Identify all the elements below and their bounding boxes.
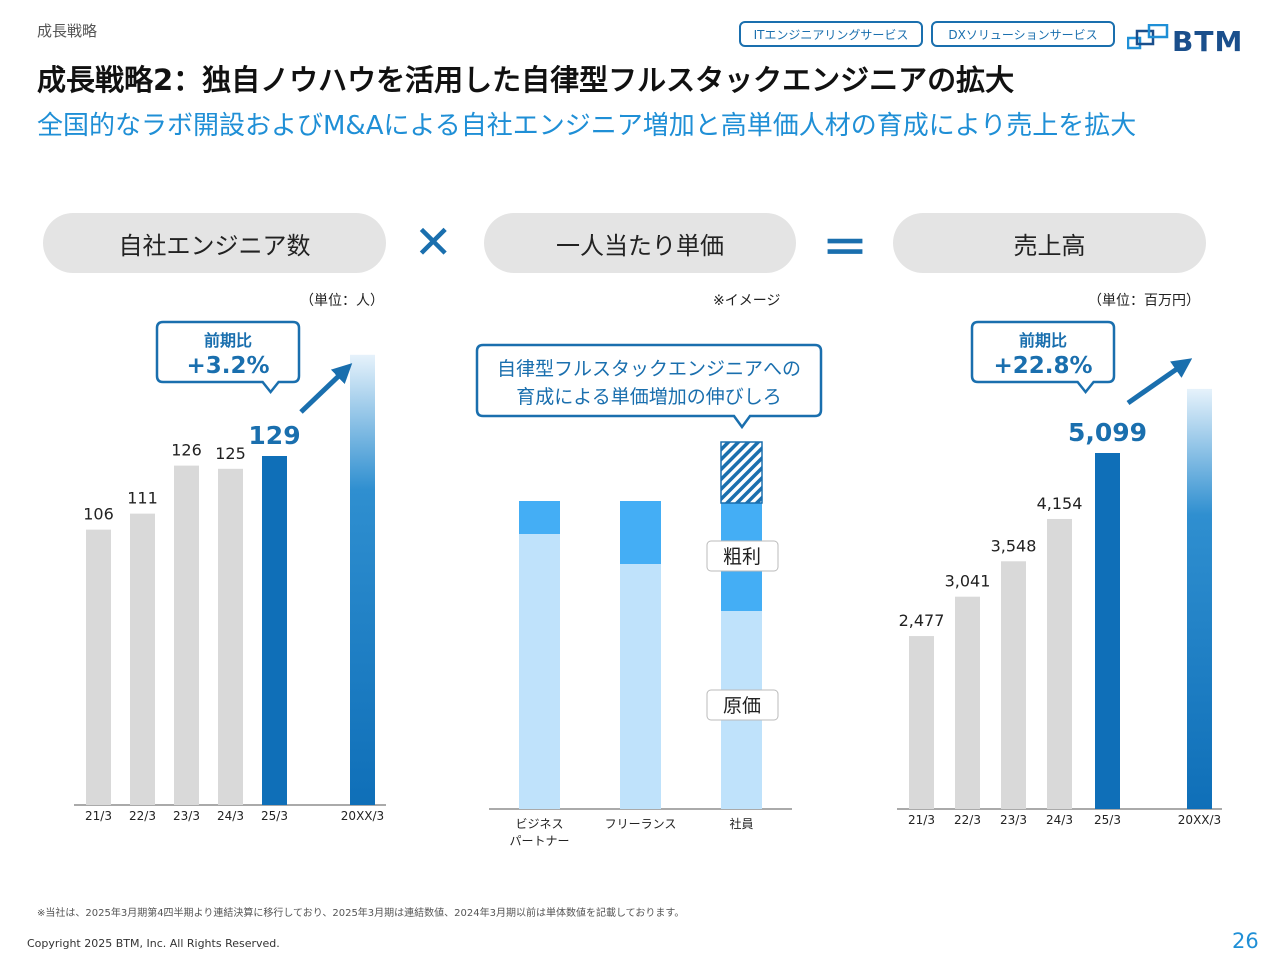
data-label: 3,041 [945, 572, 991, 591]
tick-label: 25/3 [1094, 813, 1121, 827]
profit-label-box [706, 540, 779, 572]
data-label: 2,477 [899, 611, 945, 630]
callout-line: 自律型フルスタックエンジニアへの [497, 358, 801, 380]
bar-target [350, 354, 375, 805]
cost-label-box [706, 689, 779, 721]
sales-unit-label: （単位：百万円） [1088, 293, 1200, 309]
callout-label: 前期比 [1019, 331, 1067, 350]
tick-label: 20XX/3 [341, 809, 384, 823]
page-subtitle: 全国的なラボ開設およびM&Aによる自社エンジニア増加と高単価人材の育成により売上… [37, 111, 1137, 141]
copyright: Copyright 2025 BTM, Inc. All Rights Rese… [27, 937, 280, 950]
bar [130, 513, 155, 805]
growth-arrow-icon [1126, 358, 1193, 406]
segment-potential [720, 441, 763, 504]
segment-cost [620, 564, 661, 809]
segment-gross-profit [519, 501, 560, 534]
sales-chart: 2,477 21/3 3,041 22/3 3,548 23/3 4,154 24/3 5,09… [897, 320, 1222, 827]
footnote: ※当社は、2025年3月期第4四半期より連結決算に移行しており、2025年3月期… [37, 908, 685, 919]
growth-callout [155, 320, 301, 395]
tick-label: 24/3 [1046, 813, 1073, 827]
data-label: 106 [83, 505, 114, 524]
image-note: ※イメージ [713, 293, 781, 309]
segment-cost [519, 534, 560, 809]
bar [1001, 561, 1026, 809]
tick-label: 24/3 [217, 809, 244, 823]
data-label: 129 [248, 421, 300, 450]
potential-callout [475, 343, 823, 430]
cost-label: 原価 [723, 695, 761, 717]
tick-label: ビジネス [515, 817, 563, 831]
page-number: 26 [1232, 929, 1259, 953]
logo-text: BTM [1172, 25, 1244, 58]
bar [909, 636, 934, 809]
tick-label: 社員 [729, 816, 753, 831]
tick-label: 20XX/3 [1178, 813, 1221, 827]
bar [218, 468, 243, 805]
bar-target [1187, 388, 1212, 809]
growth-callout [970, 320, 1116, 395]
bar [1047, 518, 1072, 809]
callout-rate: +22.8% [993, 353, 1092, 379]
callout-label: 前期比 [204, 331, 252, 350]
tick-label: 22/3 [129, 809, 156, 823]
growth-arrow-icon [299, 363, 353, 414]
times-symbol: ✕ [414, 215, 453, 269]
tick-label: パートナー [509, 834, 569, 848]
segment-gross-profit [620, 501, 661, 564]
pill-sales: 売上高 [893, 213, 1206, 273]
section-label: 成長戦略 [37, 22, 98, 40]
tick-label: 21/3 [85, 809, 112, 823]
logo-mark-icon [1127, 24, 1169, 50]
page-title: 成長戦略2：独自ノウハウを活用した自律型フルスタックエンジニアの拡大 [37, 63, 1015, 97]
engineer-unit-label: （単位：人） [300, 293, 384, 309]
data-label: 5,099 [1068, 418, 1147, 447]
tick-label: 21/3 [908, 813, 935, 827]
tick-label: フリーランス [605, 817, 677, 831]
data-label: 3,548 [991, 536, 1037, 555]
profit-label: 粗利 [723, 546, 761, 568]
tick-label: 25/3 [261, 809, 288, 823]
pill-unit-price: 一人当たり単価 [484, 213, 796, 273]
tag-dx-solution[interactable]: DXソリューションサービス [931, 21, 1115, 47]
tick-label: 22/3 [954, 813, 981, 827]
tick-label: 23/3 [173, 809, 200, 823]
callout-rate: +3.2% [186, 353, 269, 379]
bar [174, 465, 199, 805]
bar [86, 529, 111, 805]
tag-it-engineering[interactable]: ITエンジニアリングサービス [739, 21, 923, 47]
bar [1095, 453, 1120, 809]
data-label: 126 [171, 441, 202, 460]
bar [955, 596, 980, 809]
pill-engineer-count: 自社エンジニア数 [43, 213, 386, 273]
equals-symbol: ＝ [822, 221, 868, 275]
tick-label: 23/3 [1000, 813, 1027, 827]
callout-line: 育成による単価増加の伸びしろ [516, 386, 781, 408]
data-label: 111 [127, 489, 158, 508]
bar [262, 456, 287, 805]
data-label: 125 [215, 444, 246, 463]
engineer-count-chart: 106 21/3 111 22/3 126 23/3 125 24/3 129 25/3 20XX/… [74, 320, 386, 823]
data-label: 4,154 [1037, 494, 1083, 513]
